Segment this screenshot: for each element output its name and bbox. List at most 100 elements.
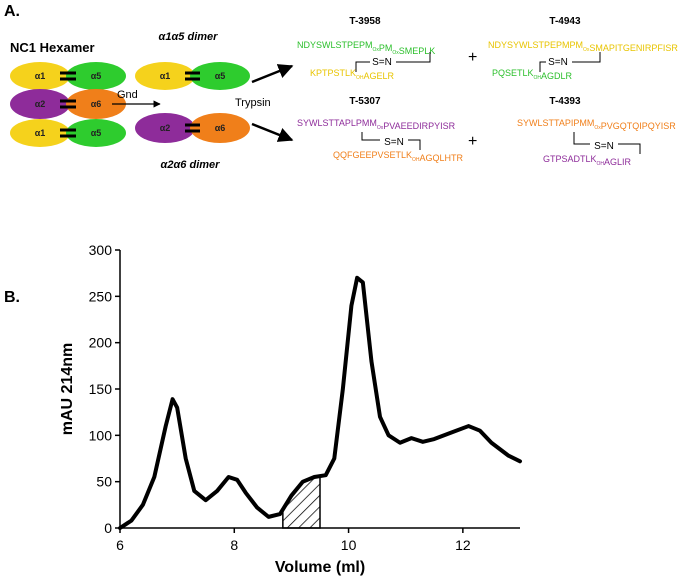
oval xyxy=(135,62,195,90)
x-tick-label: 10 xyxy=(341,537,357,553)
modification: Ox xyxy=(373,47,380,53)
panel-label: A. xyxy=(4,3,20,20)
subunit-label: α5 xyxy=(91,71,102,81)
sequence-part: AGLIR xyxy=(604,157,632,167)
peptide-name: T-3958 xyxy=(349,16,381,27)
modification: Ox xyxy=(377,125,384,131)
subunit-label: α6 xyxy=(91,99,102,109)
modification: Ox xyxy=(583,47,590,53)
trace xyxy=(118,275,522,530)
x-tick-label: 12 xyxy=(455,537,471,553)
hexamer: α1 α5 α2 α6 α1 α5 xyxy=(10,62,126,147)
sequence-part: PM xyxy=(379,43,393,53)
x-axis-label: Volume (ml) xyxy=(275,559,365,576)
y-tick-label: 50 xyxy=(96,474,112,490)
bracket xyxy=(573,132,590,145)
subunit-label: α2 xyxy=(160,123,171,133)
oval xyxy=(10,119,70,147)
hexamer-title: NC1 Hexamer xyxy=(10,40,95,55)
sequence-part: QQFGEEPVSETLK xyxy=(333,150,412,160)
peptide-sequence: NDYSWLSTPEPMOxPMOxSMEPLK xyxy=(297,40,435,56)
sequence-part: PQSETLK xyxy=(492,68,534,78)
sequence-part: SYWLSTTAPIPMM xyxy=(517,118,594,128)
oval xyxy=(190,113,250,143)
y-tick-label: 300 xyxy=(89,242,113,258)
modification: Ox xyxy=(594,125,601,131)
oval xyxy=(10,89,70,119)
enzyme-label: Trypsin xyxy=(235,97,271,109)
modification: OH xyxy=(534,75,542,81)
bracket xyxy=(361,132,380,141)
peptide-name: T-4393 xyxy=(549,96,581,107)
arrow xyxy=(251,64,294,84)
sequence-part: NDYSWLSTPEPM xyxy=(297,40,373,50)
peptide-sequence: NDYSYWLSTPEPMPMOxSMAPITGENIRPFISR xyxy=(488,40,678,53)
sequence-part: AGQLHTR xyxy=(420,153,464,163)
plus: + xyxy=(468,49,477,66)
oval xyxy=(190,62,250,90)
x-tick-label: 6 xyxy=(116,537,124,553)
sequence-part: KPTPSTLK xyxy=(310,68,356,78)
sequence-part: SMEPLK xyxy=(399,46,436,56)
dimer-title: α2α6 dimer xyxy=(161,159,221,171)
peptide-sequence: SYWLSTTAPLPMMOxPVAEEDIRPYISR xyxy=(297,118,456,131)
dimer-title: α1α5 dimer xyxy=(159,31,219,43)
bond-label: S=N xyxy=(548,57,568,68)
plus: + xyxy=(468,133,477,150)
subunit-label: α1 xyxy=(160,71,171,81)
peptide-sequence: PQSETLKOHAGDLR xyxy=(492,68,573,81)
subunit-label: α2 xyxy=(35,99,46,109)
peptide-sequence: SYWLSTTAPIPMMOxPVGQTQIPQYISR xyxy=(517,118,676,131)
oval xyxy=(66,89,126,119)
sequence-part: PVAEEDIRPYISR xyxy=(383,121,455,131)
peptides: T-3958NDYSWLSTPEPMOxPMOxSMEPLKKPTPSTLKOH… xyxy=(297,16,678,167)
y-tick-label: 200 xyxy=(89,335,113,351)
bracket xyxy=(618,143,641,154)
chart: 0 50 100 150 200 250 300 6 8 10 12 Volume (ml) mAU 2… xyxy=(59,242,522,576)
peptide-sequence: GTPSADTLKOHAGLIR xyxy=(543,154,632,167)
sequence-part: PVGQTQIPQYISR xyxy=(601,121,677,131)
subunit-label: α1 xyxy=(35,128,46,138)
sequence-part: AGDLR xyxy=(541,71,573,81)
modification: OH xyxy=(356,75,364,81)
oval xyxy=(135,113,195,143)
bond-label: S=N xyxy=(384,137,404,148)
y-tick-label: 100 xyxy=(89,427,113,443)
y-axis-label: mAU 214nm xyxy=(59,343,76,435)
sequence-part: AGELR xyxy=(364,71,395,81)
bracket xyxy=(539,61,546,72)
bond-label: S=N xyxy=(372,57,392,68)
bracket xyxy=(408,139,421,150)
subunit-label: α5 xyxy=(215,71,226,81)
peptide-name: T-5307 xyxy=(349,96,381,107)
y-tick-label: 250 xyxy=(89,288,113,304)
arrow xyxy=(251,122,294,142)
oval xyxy=(66,62,126,90)
peptide-sequence: QQFGEEPVSETLKOHAGQLHTR xyxy=(333,150,464,163)
bracket xyxy=(572,52,601,63)
subunit-label: α6 xyxy=(215,123,226,133)
modification: OH xyxy=(597,161,605,167)
subunit-label: α1 xyxy=(35,71,46,81)
x-tick-label: 8 xyxy=(230,537,238,553)
bond-label: S=N xyxy=(594,141,614,152)
sequence-part: NDYSYWLSTPEPMPM xyxy=(488,40,583,50)
arrow-label: Gnd xyxy=(117,89,138,101)
oval xyxy=(66,119,126,147)
sequence-part: SYWLSTTAPLPMM xyxy=(297,118,377,128)
bonds xyxy=(60,71,76,138)
sequence-part: GTPSADTLK xyxy=(543,154,597,164)
peptide-sequence: KPTPSTLKOHAGELR xyxy=(310,68,395,81)
y-tick-label: 150 xyxy=(89,381,113,397)
bracket xyxy=(396,52,431,63)
peptide-name: T-4943 xyxy=(549,16,581,27)
oval xyxy=(10,62,70,90)
sequence-part: SMAPITGENIRPFISR xyxy=(589,43,678,53)
panel-label: B. xyxy=(4,289,20,306)
modification: Ox xyxy=(392,50,399,56)
subunit-label: α5 xyxy=(91,128,102,138)
y-tick-label: 0 xyxy=(104,520,112,536)
bracket xyxy=(355,61,370,72)
modification: OH xyxy=(412,157,420,163)
